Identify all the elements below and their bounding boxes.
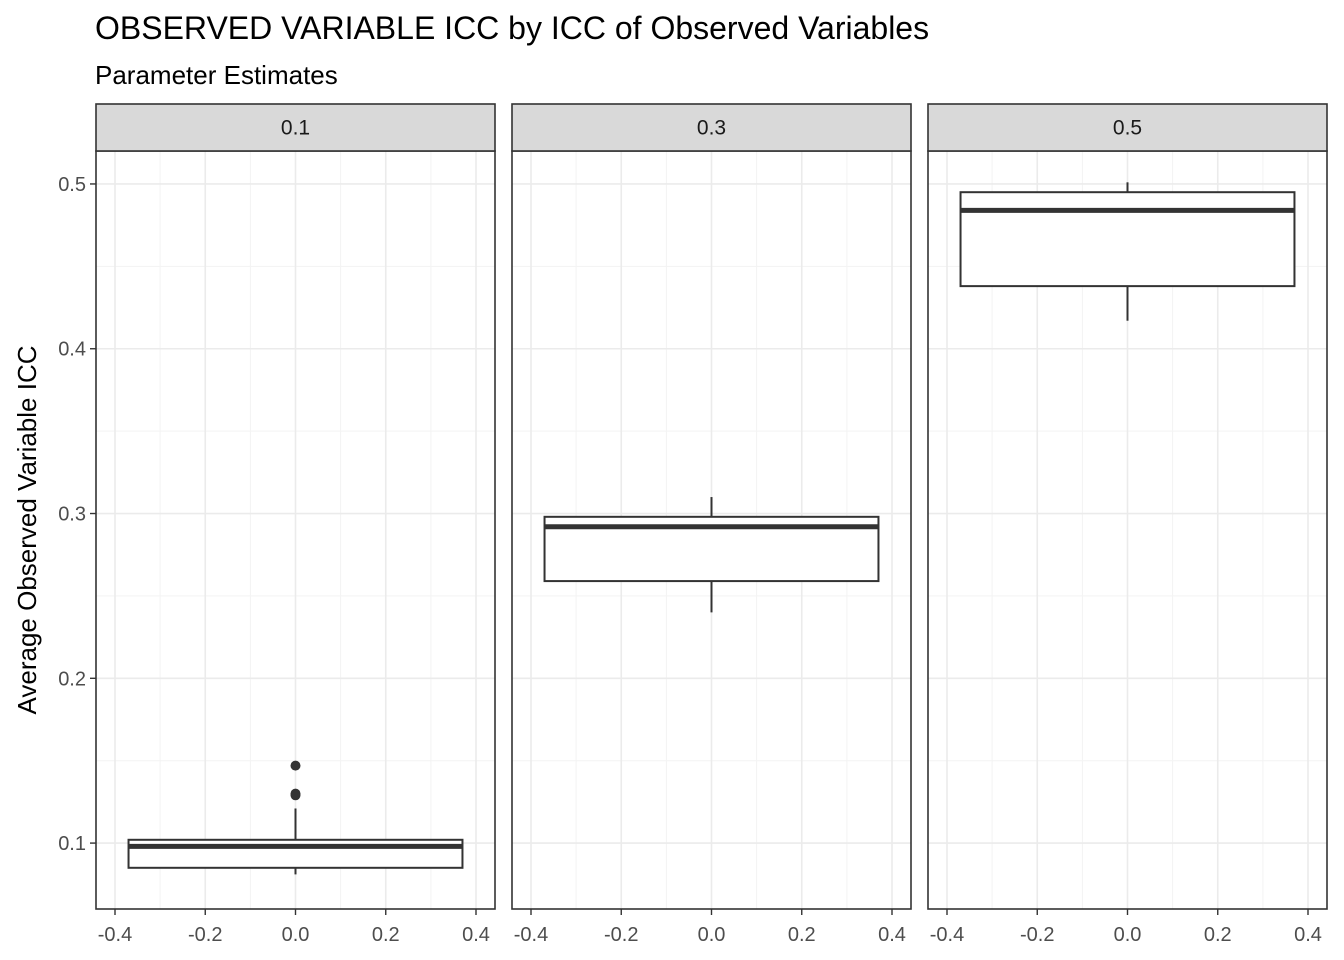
x-tick-label: 0.4 [462,924,490,946]
y-tick-label: 0.3 [58,504,86,526]
x-tick-label: -0.4 [98,924,132,946]
x-tick-label: -0.2 [188,924,222,946]
facet-strip [511,103,912,152]
chart-title: OBSERVED VARIABLE ICC by ICC of Observed… [95,10,930,46]
outlier-point [290,788,301,799]
x-tick-label: 0.2 [372,924,400,946]
facet-strip-label: 0.5 [1113,117,1142,140]
facet-strip-label: 0.1 [281,117,310,140]
facet-strip-label: 0.3 [697,117,726,140]
x-tick-label: -0.4 [514,924,548,946]
x-tick-label: 0.0 [698,924,726,946]
y-axis-title: Average Observed Variable ICC [12,345,42,714]
facet-panels: 0.1 -0.4 -0.2 0.0 0.2 0.4 0.1 0.2 0.3 0.4 0.5 0.3 -0… [58,103,1328,946]
facet-panel: 0.1 -0.4 -0.2 0.0 0.2 0.4 0.1 0.2 0.3 0.4 0.5 [58,103,496,946]
x-tick-label: 0.2 [788,924,816,946]
outlier-point [290,760,301,771]
y-tick-label: 0.1 [58,833,86,855]
x-tick-label: 0.4 [1294,924,1322,946]
facet-panel: 0.5 -0.4 -0.2 0.0 0.2 0.4 [927,103,1328,946]
box-iqr [959,191,1296,288]
facet-strip [927,103,1328,152]
x-tick-label: 0.0 [282,924,310,946]
x-tick-label: 0.4 [878,924,906,946]
facet-strip [95,103,496,152]
y-tick-label: 0.5 [58,174,86,196]
facet-panel: 0.3 -0.4 -0.2 0.0 0.2 0.4 [511,103,912,946]
x-tick-label: -0.2 [1020,924,1054,946]
x-tick-label: -0.2 [604,924,638,946]
y-tick-label: 0.4 [58,339,86,361]
x-tick-label: 0.0 [1114,924,1142,946]
y-tick-label: 0.2 [58,668,86,690]
x-tick-label: 0.2 [1204,924,1232,946]
chart-subtitle: Parameter Estimates [95,60,338,90]
x-tick-label: -0.4 [930,924,964,946]
